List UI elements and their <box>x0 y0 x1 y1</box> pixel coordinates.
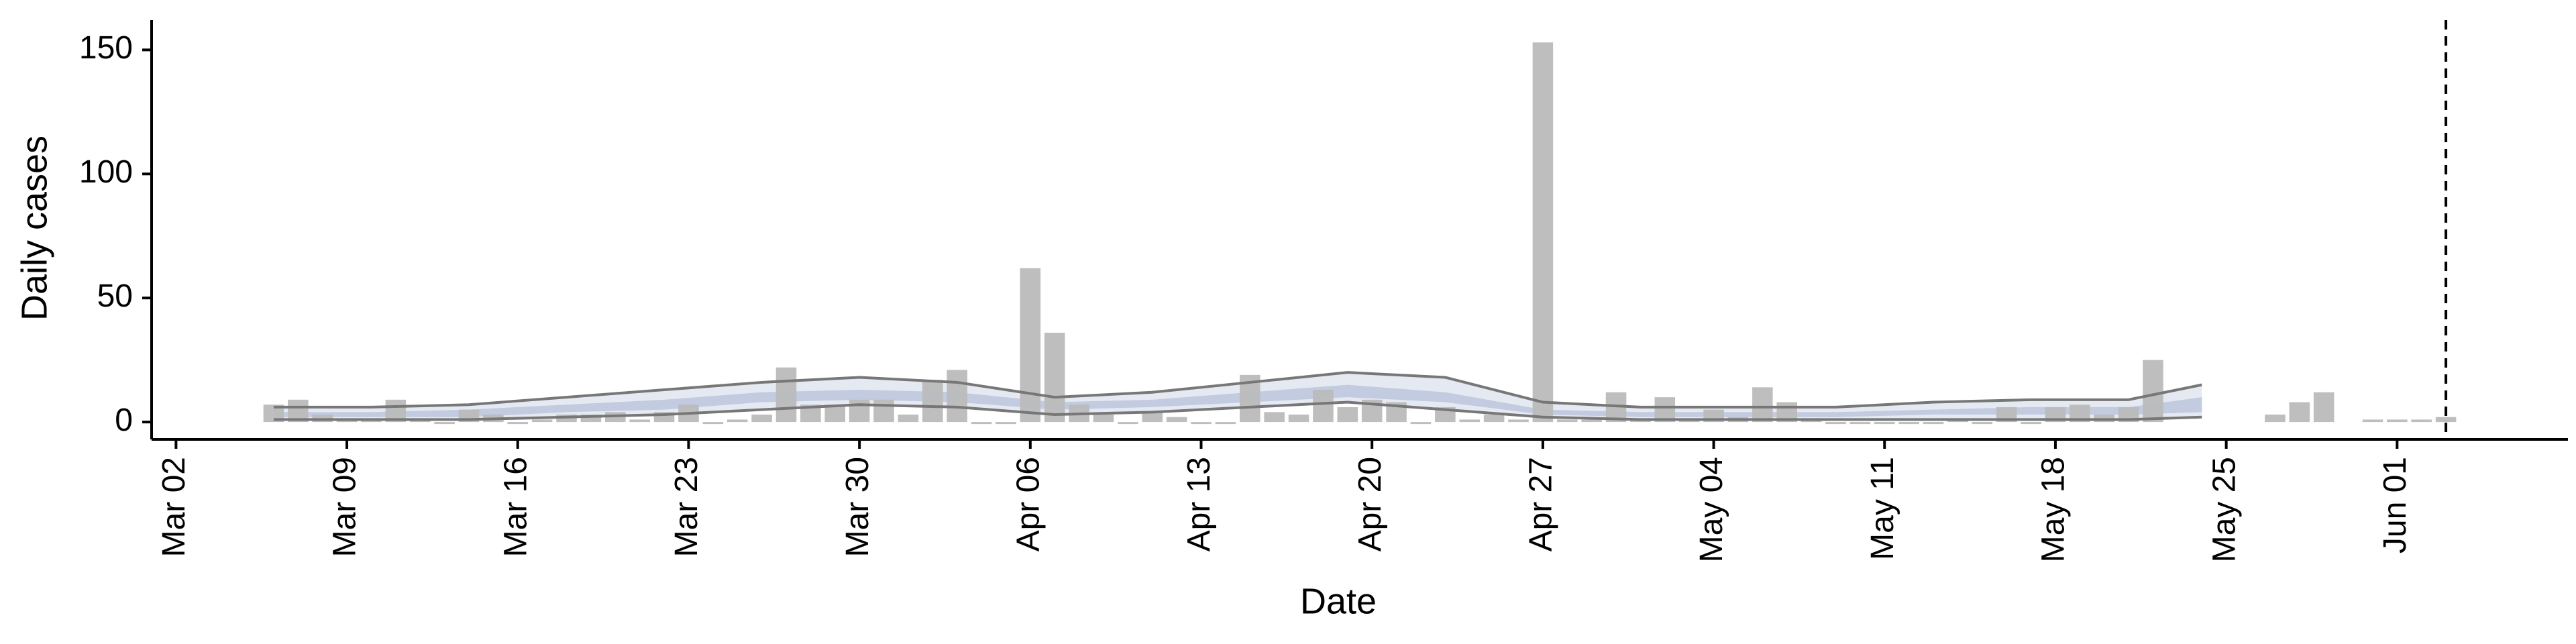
bar <box>971 422 992 425</box>
bar <box>1923 422 1944 425</box>
bar <box>531 419 553 423</box>
x-tick-label: Mar 23 <box>669 457 704 557</box>
bar <box>1313 390 1334 423</box>
bar <box>1654 397 1676 423</box>
bar <box>1825 422 1846 425</box>
bar <box>898 415 919 423</box>
x-tick-label: May 04 <box>1694 457 1729 562</box>
y-tick-label: 50 <box>97 278 133 314</box>
bar <box>1410 422 1432 425</box>
bar <box>1191 422 1212 425</box>
x-tick-label: Mar 16 <box>498 457 533 557</box>
bar <box>580 415 602 423</box>
x-tick-label: Jun 01 <box>2377 457 2413 553</box>
bar <box>507 422 529 425</box>
bar <box>1020 268 1041 423</box>
bar <box>2143 360 2163 423</box>
bar <box>1483 415 1505 423</box>
bar <box>1142 412 1163 423</box>
bar <box>2435 417 2457 423</box>
bar <box>2021 422 2041 425</box>
bar <box>1752 387 1773 423</box>
x-tick-label: Mar 30 <box>840 457 875 557</box>
bar <box>922 380 943 423</box>
bar <box>629 419 650 423</box>
x-tick-label: Mar 02 <box>156 457 192 557</box>
bar <box>1898 422 1919 425</box>
bar <box>2265 415 2286 423</box>
bar <box>1264 412 1285 423</box>
bar <box>1166 417 1187 423</box>
bar <box>1459 419 1481 423</box>
bar <box>727 419 748 423</box>
bar <box>2411 419 2432 423</box>
bar <box>996 422 1016 425</box>
bar <box>2289 402 2310 423</box>
x-tick-label: Apr 13 <box>1181 457 1217 551</box>
bar <box>1874 422 1895 425</box>
bar <box>1044 332 1065 423</box>
bar <box>1118 422 1138 425</box>
bar <box>1337 407 1358 423</box>
bar <box>2313 392 2334 423</box>
bar <box>1288 415 1309 423</box>
bar <box>1508 419 1529 423</box>
y-tick-label: 0 <box>115 402 133 438</box>
bar <box>1581 419 1602 423</box>
y-axis-label: Daily cases <box>14 136 54 321</box>
bar <box>1849 422 1871 425</box>
x-tick-label: May 11 <box>1865 457 1900 560</box>
bar <box>1972 422 1993 425</box>
x-tick-label: May 18 <box>2036 457 2072 562</box>
bar <box>1093 415 1114 423</box>
bar <box>2387 419 2408 423</box>
bar <box>434 422 455 425</box>
x-tick-label: May 25 <box>2206 457 2242 562</box>
y-tick-label: 150 <box>79 30 133 66</box>
bar <box>1215 422 1236 425</box>
x-tick-label: Apr 27 <box>1523 457 1559 551</box>
bar <box>1556 419 1578 423</box>
interval-line <box>273 400 2202 421</box>
interval-line <box>273 371 2202 409</box>
bar <box>702 422 724 425</box>
x-tick-label: Apr 20 <box>1352 457 1388 551</box>
bar <box>1532 42 1554 423</box>
bar <box>947 370 967 423</box>
bar <box>2362 419 2383 423</box>
x-tick-label: Mar 09 <box>327 457 363 557</box>
bar <box>849 399 870 423</box>
inner-interval <box>273 384 2202 417</box>
bar <box>873 399 894 423</box>
x-tick-label: Apr 06 <box>1010 457 1046 551</box>
x-axis-label: Date <box>1300 581 1377 621</box>
bar <box>775 367 797 423</box>
y-tick-label: 100 <box>79 154 133 190</box>
bar <box>751 415 772 423</box>
